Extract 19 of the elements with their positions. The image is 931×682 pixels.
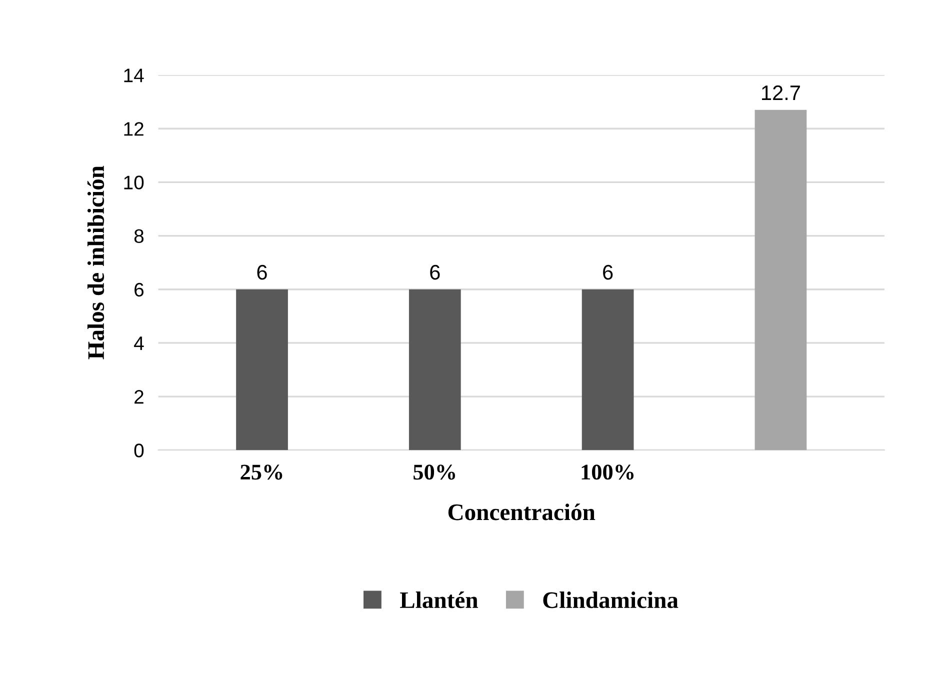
y-tick-label: 14 [124,68,144,82]
y-axis-title: Halos de inhibición [87,166,104,360]
data-label: 6 [257,264,267,280]
x-tick-label: 100% [582,464,634,480]
y-tick-label: 4 [134,336,144,350]
y-tick-label: 2 [134,390,144,404]
y-tick-label: 0 [134,444,144,458]
x-tick-label: 50% [414,464,456,480]
legend-label: Llantén [400,592,478,608]
data-label: 12.7 [762,85,800,100]
x-axis-title: Concentración [448,504,596,520]
x-tick-label: 25% [240,464,282,480]
y-tick-label: 10 [124,176,144,190]
legend-label: Clindamicina [543,592,678,608]
y-tick-label: 6 [134,282,144,297]
data-label: 6 [603,264,613,280]
y-tick-label: 8 [134,229,144,244]
data-label: 6 [430,264,440,280]
y-tick-label: 12 [124,122,144,136]
